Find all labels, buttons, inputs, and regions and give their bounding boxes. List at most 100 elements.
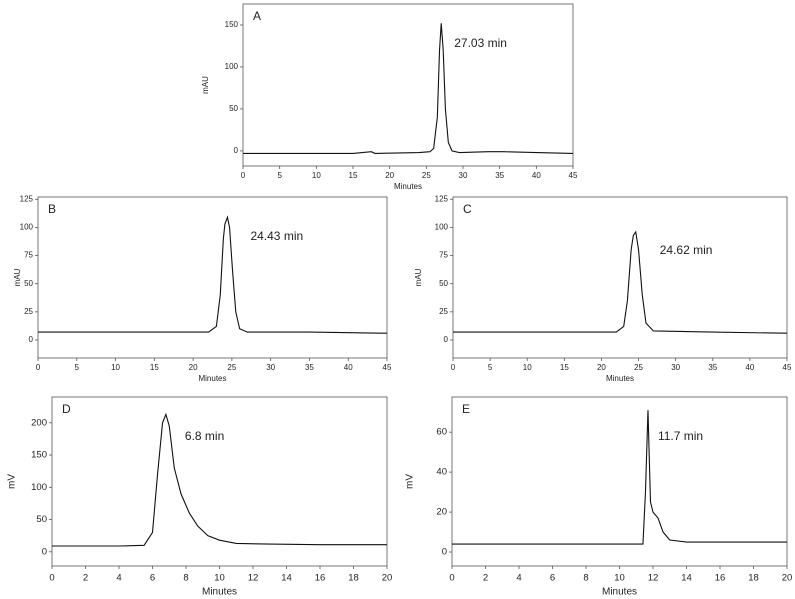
plot-frame	[451, 396, 788, 567]
y-axis-label: mAU	[13, 268, 22, 286]
x-tick-label: 0	[451, 363, 456, 372]
chart-panel: 0 2 4 6 8 10 12 14 16 18 20050100150200MinutesmVD6…	[7, 396, 393, 598]
x-tick-label: 40	[532, 171, 541, 180]
y-tick-label: 50	[439, 279, 448, 288]
x-tick-label: 4	[116, 573, 121, 584]
x-tick-label: 14	[681, 573, 692, 584]
x-tick-label: 30	[266, 363, 275, 372]
chart-panel: 0 2 4 6 8 10 12 14 16 18 20 0 20 40 60 Minutes mV E 11.7 m…	[405, 396, 793, 598]
x-tick-label: 20	[382, 573, 393, 584]
panel-label: A	[253, 9, 261, 23]
y-tick-label: 25	[24, 307, 33, 316]
chromatogram-line	[243, 23, 574, 154]
x-tick-label: 18	[748, 573, 759, 584]
x-axis-label: Minutes	[606, 374, 634, 383]
x-tick-label: 2	[483, 573, 488, 584]
x-tick-label: 20	[189, 363, 198, 372]
x-tick-label: 10	[614, 573, 625, 584]
x-tick-label: 40	[344, 363, 353, 372]
x-tick-label: 12	[648, 573, 659, 584]
chart-panel: 0 5 10 15 20 25 30 35 40 45 0 25 50 75 100 125 Minutes mA…	[414, 194, 792, 383]
panel-label: E	[462, 402, 470, 416]
x-tick-label: 35	[495, 171, 504, 180]
x-axis-label: Minutes	[602, 587, 637, 598]
peak-annotation: 27.03 min	[454, 36, 507, 50]
x-tick-label: 15	[560, 363, 569, 372]
x-tick-label: 10	[312, 171, 321, 180]
y-tick-label: 100	[20, 223, 34, 232]
x-tick-label: 20	[782, 573, 793, 584]
chromatogram-line	[452, 410, 787, 545]
x-tick-label: 45	[783, 363, 792, 372]
x-tick-label: 35	[708, 363, 717, 372]
x-tick-label: 12	[248, 573, 259, 584]
x-tick-label: 45	[569, 171, 578, 180]
x-axis-label: Minutes	[394, 182, 422, 191]
plot-frame	[242, 3, 574, 167]
x-tick-label: 16	[715, 573, 726, 584]
y-tick-label: 50	[36, 514, 47, 525]
panel-label: B	[48, 202, 56, 216]
x-tick-label: 30	[459, 171, 468, 180]
chromatogram-line	[52, 412, 387, 547]
y-tick-label: 150	[31, 450, 47, 461]
chart-panel: 0 5 10 15 20 25 30 35 40 45 0 50 100 150 Minutes mAU A 27…	[201, 3, 578, 191]
x-tick-label: 25	[422, 171, 431, 180]
x-tick-label: 6	[550, 573, 555, 584]
peak-annotation: 24.62 min	[660, 243, 713, 257]
y-tick-label: 0	[29, 335, 34, 344]
y-tick-label: 20	[436, 507, 447, 518]
y-tick-label: 100	[435, 223, 449, 232]
chart-panel: 0 5 10 15 20 25 30 35 40 45 0 25 50 75 100 125 Minutes mA…	[13, 194, 392, 383]
peak-annotation: 24.43 min	[250, 229, 303, 243]
y-tick-label: 40	[436, 467, 447, 478]
y-tick-label: 50	[229, 104, 238, 113]
x-tick-label: 20	[597, 363, 606, 372]
x-tick-label: 40	[745, 363, 754, 372]
y-axis-label: mAU	[414, 268, 423, 286]
y-tick-label: 0	[444, 335, 449, 344]
plot-frame	[452, 196, 788, 359]
x-tick-label: 15	[150, 363, 159, 372]
x-tick-label: 0	[449, 573, 454, 584]
x-tick-label: 5	[488, 363, 493, 372]
y-tick-label: 60	[436, 427, 447, 438]
y-tick-label: 75	[24, 251, 33, 260]
y-tick-label: 0	[234, 146, 239, 155]
x-tick-label: 45	[383, 363, 392, 372]
x-tick-label: 25	[634, 363, 643, 372]
peak-annotation: 6.8 min	[185, 429, 224, 443]
x-tick-label: 20	[385, 171, 394, 180]
chromatogram-line	[38, 215, 388, 334]
x-tick-label: 0	[36, 363, 41, 372]
x-tick-label: 2	[83, 573, 88, 584]
x-tick-label: 5	[277, 171, 282, 180]
x-axis-label: Minutes	[202, 587, 237, 598]
y-tick-label: 0	[442, 547, 447, 558]
x-tick-label: 35	[305, 363, 314, 372]
y-tick-label: 25	[439, 307, 448, 316]
x-tick-label: 4	[516, 573, 521, 584]
x-tick-label: 25	[227, 363, 236, 372]
y-tick-label: 125	[20, 194, 34, 203]
x-axis-label: Minutes	[198, 374, 226, 383]
y-tick-label: 100	[225, 62, 239, 71]
y-tick-label: 75	[439, 251, 448, 260]
x-tick-label: 16	[315, 573, 326, 584]
x-tick-label: 15	[349, 171, 358, 180]
y-tick-label: 0	[42, 546, 47, 557]
x-tick-label: 0	[241, 171, 246, 180]
y-axis-label: mV	[405, 474, 416, 489]
x-tick-label: 10	[214, 573, 225, 584]
x-tick-label: 14	[281, 573, 292, 584]
y-axis-label: mAU	[201, 76, 210, 94]
panel-label: D	[62, 402, 71, 416]
y-tick-label: 50	[24, 279, 33, 288]
chromatogram-line	[453, 230, 788, 334]
y-tick-label: 200	[31, 417, 47, 428]
panel-label: C	[463, 202, 472, 216]
x-tick-label: 6	[150, 573, 155, 584]
y-tick-label: 150	[225, 20, 239, 29]
x-tick-label: 8	[183, 573, 188, 584]
